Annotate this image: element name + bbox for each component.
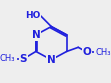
Text: HO: HO xyxy=(25,11,41,20)
Text: N: N xyxy=(47,55,56,65)
Text: CH₃: CH₃ xyxy=(95,48,111,57)
Text: CH₃: CH₃ xyxy=(0,54,15,63)
Text: S: S xyxy=(20,54,27,64)
Text: N: N xyxy=(32,30,40,40)
Text: O: O xyxy=(83,47,91,57)
